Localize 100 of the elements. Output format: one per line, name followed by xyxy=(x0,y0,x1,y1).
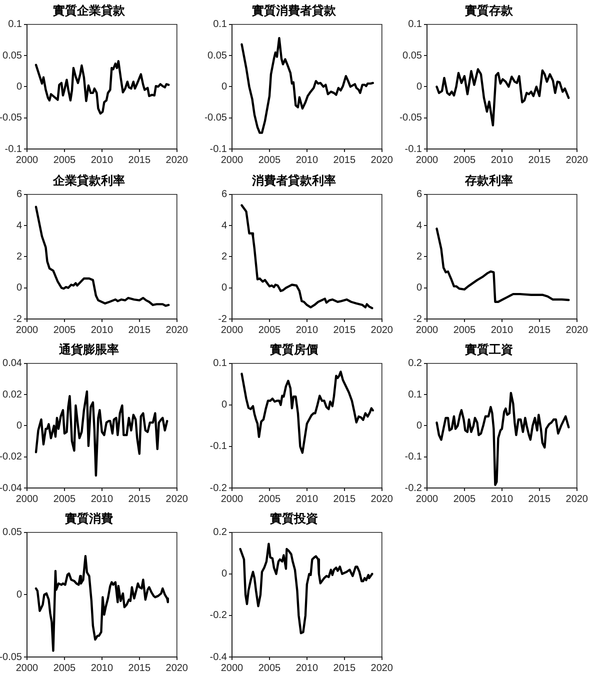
x-tick-label: 2015 xyxy=(128,324,151,336)
x-tick-label: 2000 xyxy=(16,494,39,505)
x-tick-label: 2000 xyxy=(220,662,244,674)
x-tick-label: 2015 xyxy=(528,154,551,166)
x-tick-label: 2015 xyxy=(128,662,151,674)
x-tick-label: 2005 xyxy=(53,662,76,674)
y-tick-label: -0.02 xyxy=(0,452,22,463)
y-tick-label: -0.05 xyxy=(0,652,22,663)
y-tick-label: 0.1 xyxy=(213,19,228,30)
y-tick-label: 0 xyxy=(221,282,228,294)
y-tick-label: -0.1 xyxy=(210,441,228,452)
y-tick-label: -0.2 xyxy=(210,610,228,622)
y-tick-label: 0.2 xyxy=(213,527,228,538)
x-tick-label: 2020 xyxy=(370,324,394,336)
y-tick-label: -0.05 xyxy=(399,112,422,124)
y-tick-label: 0 xyxy=(416,282,422,294)
x-tick-label: 2005 xyxy=(453,154,476,166)
y-tick-label: 0.04 xyxy=(2,358,22,370)
x-tick-label: 2010 xyxy=(90,324,114,336)
x-tick-label: 2005 xyxy=(53,494,76,505)
chart-title: 企業貸款利率 xyxy=(52,173,125,188)
x-tick-label: 2015 xyxy=(333,662,356,674)
chart-title: 實質投資 xyxy=(270,511,318,526)
x-tick-label: 2015 xyxy=(128,154,151,166)
x-tick-label: 2000 xyxy=(416,494,439,505)
x-tick-label: 2020 xyxy=(166,324,188,336)
x-tick-label: 2000 xyxy=(220,154,244,166)
y-tick-label: 0.1 xyxy=(408,19,422,30)
x-tick-label: 2000 xyxy=(220,494,244,505)
y-tick-label: -0.2 xyxy=(404,482,422,494)
x-tick-label: 2015 xyxy=(528,494,551,505)
x-tick-label: 2000 xyxy=(16,324,39,336)
y-tick-label: 4 xyxy=(16,220,22,232)
y-tick-label: -2 xyxy=(218,314,228,325)
x-tick-label: 2020 xyxy=(370,662,394,674)
x-tick-label: 2000 xyxy=(16,662,39,674)
y-tick-label: 0.1 xyxy=(213,358,228,370)
chart-title: 實質消費 xyxy=(65,511,113,526)
y-tick-label: 4 xyxy=(221,220,228,232)
y-tick-label: -2 xyxy=(13,314,22,325)
y-tick-label: 0.05 xyxy=(2,50,22,62)
y-tick-label: 0 xyxy=(416,81,422,92)
y-tick-label: 0 xyxy=(16,420,22,432)
y-tick-label: 6 xyxy=(221,189,228,200)
y-tick-label: -0.1 xyxy=(4,144,22,155)
x-tick-label: 2000 xyxy=(220,324,244,336)
x-tick-label: 2010 xyxy=(490,154,514,166)
y-tick-label: 2 xyxy=(16,251,22,262)
x-tick-label: 2005 xyxy=(453,324,476,336)
chart-title: 實質企業貸款 xyxy=(53,3,126,18)
chart-title: 實質消費者貸款 xyxy=(252,3,337,18)
y-tick-label: 4 xyxy=(416,220,422,232)
chart-title: 消費者貸款利率 xyxy=(251,173,336,188)
y-tick-label: -0.2 xyxy=(210,482,228,494)
y-tick-label: 0 xyxy=(16,282,22,294)
y-tick-label: 0.05 xyxy=(402,50,422,62)
x-tick-label: 2000 xyxy=(16,154,39,166)
y-tick-label: 0.1 xyxy=(8,19,22,30)
x-tick-label: 2015 xyxy=(128,494,151,505)
y-tick-label: -0.1 xyxy=(404,452,422,463)
y-tick-label: 0 xyxy=(16,81,22,92)
chart-title: 存款利率 xyxy=(464,173,513,188)
y-tick-label: 0.1 xyxy=(408,389,422,400)
x-tick-label: 2005 xyxy=(258,662,282,674)
y-tick-label: -2 xyxy=(413,314,422,325)
x-tick-label: 2020 xyxy=(370,154,394,166)
chart-title: 實質房價 xyxy=(270,342,319,356)
y-tick-label: -0.1 xyxy=(404,144,422,155)
x-tick-label: 2010 xyxy=(490,324,514,336)
y-tick-label: 0.2 xyxy=(408,358,422,370)
chart-title: 實質工資 xyxy=(465,342,513,356)
y-tick-label: 0 xyxy=(221,568,228,580)
x-tick-label: 2010 xyxy=(90,494,114,505)
y-tick-label: 0 xyxy=(16,589,22,600)
y-tick-label: 6 xyxy=(416,189,422,200)
x-tick-label: 2020 xyxy=(566,154,588,166)
x-tick-label: 2010 xyxy=(296,154,318,166)
y-tick-label: 0 xyxy=(221,81,228,92)
x-tick-label: 2020 xyxy=(566,494,588,505)
x-tick-label: 2020 xyxy=(166,154,188,166)
x-tick-label: 2020 xyxy=(566,324,588,336)
x-tick-label: 2015 xyxy=(333,324,356,336)
y-tick-label: 0.05 xyxy=(208,50,228,62)
x-tick-label: 2010 xyxy=(90,662,114,674)
chart-title: 實質存款 xyxy=(465,3,514,18)
x-tick-label: 2010 xyxy=(296,324,318,336)
x-tick-label: 2005 xyxy=(258,324,282,336)
x-tick-label: 2005 xyxy=(53,154,76,166)
x-tick-label: 2010 xyxy=(296,662,318,674)
x-tick-label: 2010 xyxy=(490,494,514,505)
x-tick-label: 2020 xyxy=(166,494,188,505)
y-tick-label: 0 xyxy=(221,400,228,411)
x-tick-label: 2000 xyxy=(416,324,439,336)
x-tick-label: 2005 xyxy=(53,324,76,336)
y-tick-label: 6 xyxy=(16,189,22,200)
x-tick-label: 2020 xyxy=(370,494,394,505)
x-tick-label: 2010 xyxy=(90,154,114,166)
y-tick-label: -0.4 xyxy=(210,652,228,663)
y-tick-label: -0.1 xyxy=(210,144,228,155)
x-tick-label: 2015 xyxy=(333,154,356,166)
